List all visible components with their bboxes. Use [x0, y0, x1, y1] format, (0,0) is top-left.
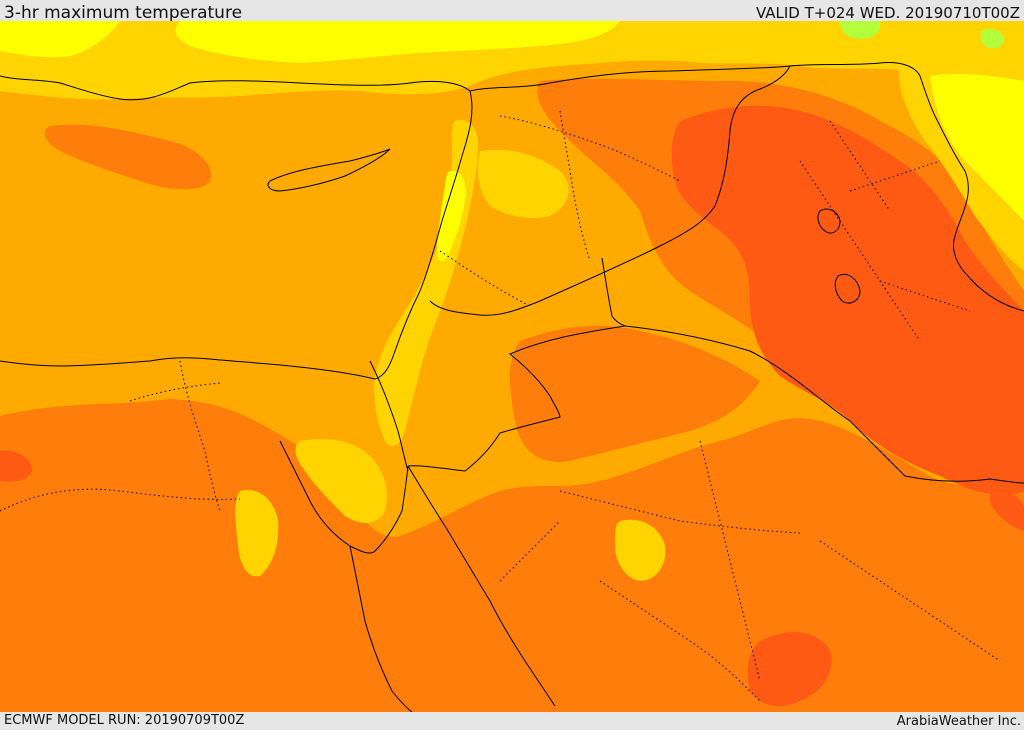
zone-hottest-iraq: [671, 105, 1024, 496]
credit-text: ArabiaWeather Inc.: [896, 714, 1021, 729]
map-title: 3-hr maximum temperature: [4, 3, 243, 23]
zone-hottest-saudi-south: [747, 632, 832, 707]
zone-mild-lebanon: [436, 170, 466, 262]
zone-cool-2: [980, 28, 1005, 49]
iraq-lakes: [817, 208, 861, 304]
zone-mild-ne: [930, 73, 1024, 222]
country-borders: [0, 62, 1024, 712]
zone-very-hot-med: [44, 124, 211, 190]
zone-hottest-egypt-left: [0, 450, 32, 482]
zone-very-hot-south: [0, 399, 1024, 712]
map-canvas: [0, 21, 1024, 712]
zone-warm-saudi-center: [615, 519, 666, 581]
valid-time: VALID T+024 WED. 20190710T00Z: [755, 4, 1020, 22]
zone-cool-1: [840, 21, 881, 39]
zone-mild-turkey: [0, 21, 120, 58]
zone-mild-north: [175, 21, 620, 63]
temperature-map: [0, 21, 1024, 712]
zone-very-hot-jordan: [510, 325, 760, 462]
footer-bar: ECMWF MODEL RUN: 20190709T00Z ArabiaWeat…: [0, 712, 1024, 729]
province-borders: [0, 110, 1001, 702]
zone-warm-sinai: [295, 439, 387, 523]
zone-warm-syria-west: [477, 149, 569, 218]
zone-hottest-spot: [990, 490, 1024, 531]
model-run: ECMWF MODEL RUN: 20190709T00Z: [4, 713, 245, 728]
zone-warm-egypt: [235, 490, 279, 577]
header-bar: 3-hr maximum temperature VALID T+024 WED…: [0, 0, 1024, 23]
